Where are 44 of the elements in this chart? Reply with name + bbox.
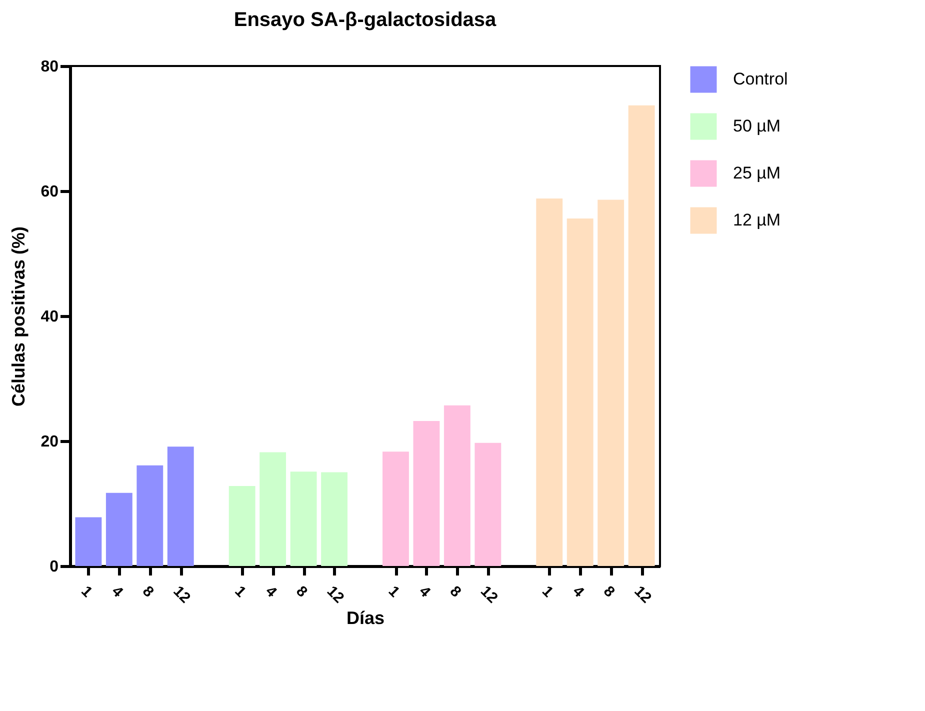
x-axis-title: Días [346,608,385,628]
x-tick-label: 4 [416,582,434,602]
legend-label: 50 µM [733,116,781,136]
y-tick-label: 60 [40,184,59,200]
bar [167,446,194,566]
legend-label: Control [733,70,788,88]
x-tick-label: 1 [231,582,250,601]
bar [566,218,594,566]
x-tick-label: 8 [139,582,158,601]
x-tick-label: 8 [446,582,464,601]
x-tick-label: 1 [384,582,403,601]
bar [136,465,164,566]
x-tick-label: 1 [78,582,96,601]
bar [75,517,102,566]
bar [598,200,624,566]
bar [536,198,563,566]
bar [382,452,409,566]
legend-label: 12 µM [733,210,781,230]
bar [106,492,132,566]
x-tick-label: 8 [600,582,618,601]
x-tick-label: 4 [262,582,280,602]
chart-title: Ensayo SA-β-galactosidasa [234,9,498,31]
y-tick-label: 80 [40,58,59,76]
y-tick-label: 40 [40,308,59,326]
x-tick-label: 4 [108,582,127,602]
x-tick-label: 1 [538,582,556,601]
bar [260,452,286,566]
y-tick-label: 0 [50,558,59,576]
bar [474,442,502,566]
bar [321,472,348,566]
x-tick-label: 12 [170,582,194,607]
y-tick-label: 20 [40,434,59,450]
y-axis-title: Células positivas (%) [8,226,29,407]
bar [628,105,655,566]
x-tick-label: 12 [323,582,348,607]
x-tick-label: 4 [569,582,588,602]
bar [290,472,317,566]
bar [228,486,256,566]
x-tick-label: 12 [630,582,655,607]
bar [413,421,440,566]
bar [444,405,470,566]
x-tick-label: 8 [292,582,311,601]
x-tick-label: 12 [477,582,501,607]
legend-label: 25 µM [733,164,781,182]
